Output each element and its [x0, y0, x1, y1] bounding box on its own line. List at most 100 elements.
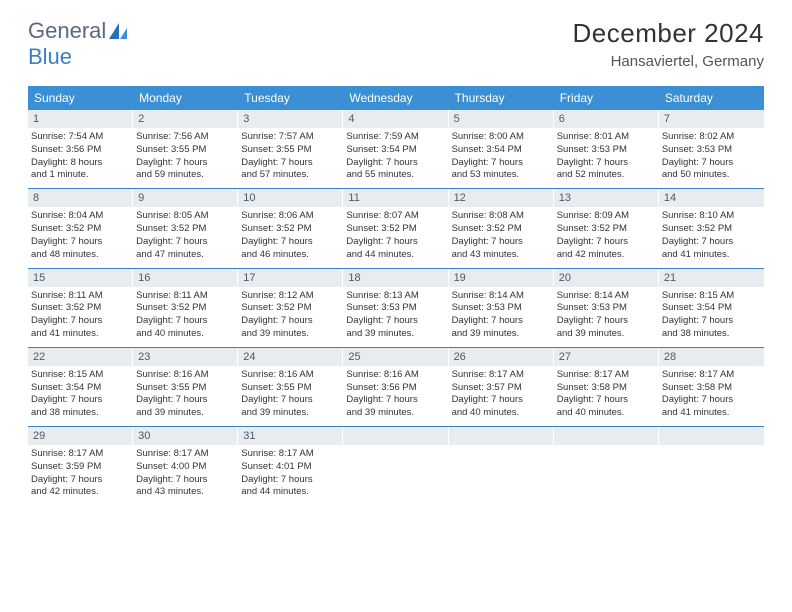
daylight-text: and 43 minutes.	[136, 486, 235, 499]
calendar-day: 19Sunrise: 8:14 AMSunset: 3:53 PMDayligh…	[449, 269, 554, 347]
daylight-text: and 42 minutes.	[557, 249, 656, 262]
day-number: 29	[28, 427, 133, 445]
calendar-day: 14Sunrise: 8:10 AMSunset: 3:52 PMDayligh…	[659, 189, 764, 267]
day-number: 18	[343, 269, 448, 287]
calendar-day: 31Sunrise: 8:17 AMSunset: 4:01 PMDayligh…	[238, 427, 343, 505]
daylight-text: Daylight: 7 hours	[31, 315, 130, 328]
daylight-text: and 44 minutes.	[346, 249, 445, 262]
calendar-day: 8Sunrise: 8:04 AMSunset: 3:52 PMDaylight…	[28, 189, 133, 267]
header: General December 2024 Hansaviertel, Germ…	[0, 0, 792, 78]
sunset-text: Sunset: 3:55 PM	[136, 382, 235, 395]
daylight-text: and 38 minutes.	[662, 328, 761, 341]
calendar-day: 7Sunrise: 8:02 AMSunset: 3:53 PMDaylight…	[659, 110, 764, 188]
brand-part2: Blue	[28, 44, 72, 70]
sunrise-text: Sunrise: 7:54 AM	[31, 131, 130, 144]
calendar-day: 6Sunrise: 8:01 AMSunset: 3:53 PMDaylight…	[554, 110, 659, 188]
sunrise-text: Sunrise: 8:04 AM	[31, 210, 130, 223]
day-details: Sunrise: 8:17 AMSunset: 4:01 PMDaylight:…	[238, 445, 343, 505]
daylight-text: and 40 minutes.	[557, 407, 656, 420]
sunset-text: Sunset: 3:52 PM	[31, 223, 130, 236]
calendar-day: 9Sunrise: 8:05 AMSunset: 3:52 PMDaylight…	[133, 189, 238, 267]
day-details: Sunrise: 8:01 AMSunset: 3:53 PMDaylight:…	[554, 128, 659, 188]
page-title: December 2024	[573, 18, 765, 49]
daylight-text: and 59 minutes.	[136, 169, 235, 182]
calendar-day: 18Sunrise: 8:13 AMSunset: 3:53 PMDayligh…	[343, 269, 448, 347]
day-number: 28	[659, 348, 764, 366]
sunrise-text: Sunrise: 8:15 AM	[662, 290, 761, 303]
sunrise-text: Sunrise: 7:57 AM	[241, 131, 340, 144]
day-number: 2	[133, 110, 238, 128]
daylight-text: Daylight: 7 hours	[662, 236, 761, 249]
day-details: Sunrise: 8:12 AMSunset: 3:52 PMDaylight:…	[238, 287, 343, 347]
calendar-day: 16Sunrise: 8:11 AMSunset: 3:52 PMDayligh…	[133, 269, 238, 347]
day-details: Sunrise: 8:11 AMSunset: 3:52 PMDaylight:…	[133, 287, 238, 347]
daylight-text: and 41 minutes.	[662, 249, 761, 262]
day-header: Wednesday	[343, 86, 448, 110]
sunrise-text: Sunrise: 8:09 AM	[557, 210, 656, 223]
daylight-text: Daylight: 7 hours	[452, 236, 551, 249]
daylight-text: Daylight: 7 hours	[241, 394, 340, 407]
day-details: Sunrise: 8:14 AMSunset: 3:53 PMDaylight:…	[449, 287, 554, 347]
daylight-text: and 41 minutes.	[31, 328, 130, 341]
day-number: 4	[343, 110, 448, 128]
daylight-text: Daylight: 7 hours	[136, 157, 235, 170]
sunset-text: Sunset: 3:52 PM	[557, 223, 656, 236]
sunrise-text: Sunrise: 8:17 AM	[557, 369, 656, 382]
calendar-week: 15Sunrise: 8:11 AMSunset: 3:52 PMDayligh…	[28, 269, 764, 348]
sunset-text: Sunset: 3:52 PM	[452, 223, 551, 236]
daylight-text: Daylight: 7 hours	[31, 394, 130, 407]
day-number: 1	[28, 110, 133, 128]
day-number: 3	[238, 110, 343, 128]
calendar-day: 23Sunrise: 8:16 AMSunset: 3:55 PMDayligh…	[133, 348, 238, 426]
sunset-text: Sunset: 3:52 PM	[136, 223, 235, 236]
daylight-text: and 40 minutes.	[452, 407, 551, 420]
sunrise-text: Sunrise: 8:02 AM	[662, 131, 761, 144]
daylight-text: Daylight: 7 hours	[557, 157, 656, 170]
calendar-day: 13Sunrise: 8:09 AMSunset: 3:52 PMDayligh…	[554, 189, 659, 267]
day-details: Sunrise: 8:17 AMSunset: 3:59 PMDaylight:…	[28, 445, 133, 505]
sunset-text: Sunset: 3:58 PM	[557, 382, 656, 395]
day-number: 17	[238, 269, 343, 287]
sunrise-text: Sunrise: 8:12 AM	[241, 290, 340, 303]
sunrise-text: Sunrise: 8:11 AM	[136, 290, 235, 303]
day-details: Sunrise: 8:02 AMSunset: 3:53 PMDaylight:…	[659, 128, 764, 188]
day-details: Sunrise: 8:16 AMSunset: 3:56 PMDaylight:…	[343, 366, 448, 426]
day-header-row: Sunday Monday Tuesday Wednesday Thursday…	[28, 86, 764, 110]
sunrise-text: Sunrise: 8:14 AM	[557, 290, 656, 303]
sunset-text: Sunset: 3:53 PM	[346, 302, 445, 315]
day-header: Thursday	[449, 86, 554, 110]
day-header: Saturday	[659, 86, 764, 110]
daylight-text: and 39 minutes.	[452, 328, 551, 341]
sunset-text: Sunset: 3:56 PM	[31, 144, 130, 157]
day-number: 15	[28, 269, 133, 287]
daylight-text: and 43 minutes.	[452, 249, 551, 262]
brand-part1: General	[28, 18, 106, 44]
sunset-text: Sunset: 3:53 PM	[557, 144, 656, 157]
calendar-day: 28Sunrise: 8:17 AMSunset: 3:58 PMDayligh…	[659, 348, 764, 426]
day-number: 14	[659, 189, 764, 207]
calendar-day: 10Sunrise: 8:06 AMSunset: 3:52 PMDayligh…	[238, 189, 343, 267]
daylight-text: Daylight: 7 hours	[346, 394, 445, 407]
day-details: Sunrise: 8:16 AMSunset: 3:55 PMDaylight:…	[238, 366, 343, 426]
daylight-text: Daylight: 7 hours	[557, 394, 656, 407]
sunset-text: Sunset: 3:54 PM	[662, 302, 761, 315]
day-header: Friday	[554, 86, 659, 110]
day-header: Tuesday	[238, 86, 343, 110]
sunset-text: Sunset: 3:52 PM	[662, 223, 761, 236]
daylight-text: Daylight: 7 hours	[557, 315, 656, 328]
day-number: 31	[238, 427, 343, 445]
calendar: Sunday Monday Tuesday Wednesday Thursday…	[28, 86, 764, 505]
sunset-text: Sunset: 3:59 PM	[31, 461, 130, 474]
day-number: 12	[449, 189, 554, 207]
day-header: Monday	[133, 86, 238, 110]
day-number: 20	[554, 269, 659, 287]
sunset-text: Sunset: 3:53 PM	[452, 302, 551, 315]
daylight-text: and 47 minutes.	[136, 249, 235, 262]
day-details: Sunrise: 8:06 AMSunset: 3:52 PMDaylight:…	[238, 207, 343, 267]
daylight-text: Daylight: 7 hours	[241, 315, 340, 328]
day-number: 19	[449, 269, 554, 287]
day-details: Sunrise: 8:08 AMSunset: 3:52 PMDaylight:…	[449, 207, 554, 267]
daylight-text: Daylight: 7 hours	[452, 157, 551, 170]
calendar-day: 2Sunrise: 7:56 AMSunset: 3:55 PMDaylight…	[133, 110, 238, 188]
sunrise-text: Sunrise: 8:05 AM	[136, 210, 235, 223]
